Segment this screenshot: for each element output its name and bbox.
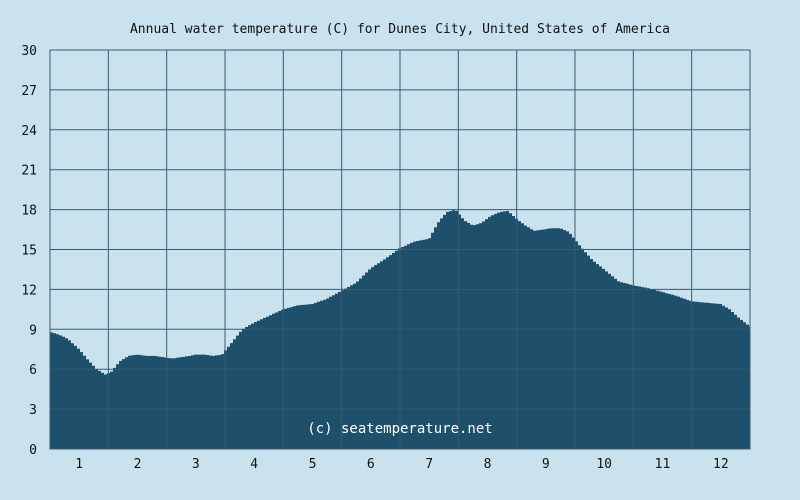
x-tick-label: 12 (713, 457, 729, 472)
y-tick-label: 18 (21, 204, 37, 219)
chart-title: Annual water temperature (C) for Dunes C… (130, 22, 670, 37)
y-tick-label: 12 (21, 283, 37, 298)
x-tick-label: 11 (655, 457, 671, 472)
y-axis-ticks: 0 3 6 9 12 15 18 21 24 27 30 (21, 44, 37, 458)
y-tick-label: 9 (29, 323, 37, 338)
y-tick-label: 24 (21, 124, 37, 139)
y-tick-label: 3 (29, 403, 37, 418)
y-tick-label: 15 (21, 244, 37, 259)
plot-area (49, 49, 751, 450)
x-tick-label: 6 (367, 457, 375, 472)
x-tick-label: 4 (250, 457, 258, 472)
x-tick-label: 10 (596, 457, 612, 472)
y-tick-label: 0 (29, 443, 37, 458)
x-tick-label: 2 (134, 457, 142, 472)
x-tick-label: 8 (484, 457, 492, 472)
x-tick-label: 1 (75, 457, 83, 472)
x-tick-label: 5 (309, 457, 317, 472)
x-tick-label: 7 (425, 457, 433, 472)
watermark-text: (c) seatemperature.net (307, 421, 492, 437)
plot-frame (49, 49, 751, 450)
x-tick-label: 9 (542, 457, 550, 472)
y-tick-label: 6 (29, 363, 37, 378)
y-tick-label: 30 (21, 44, 37, 59)
y-tick-label: 21 (21, 164, 37, 179)
y-tick-label: 27 (21, 84, 37, 99)
x-axis-ticks: 1 2 3 4 5 6 7 8 9 10 11 12 (75, 457, 728, 472)
x-tick-label: 3 (192, 457, 200, 472)
